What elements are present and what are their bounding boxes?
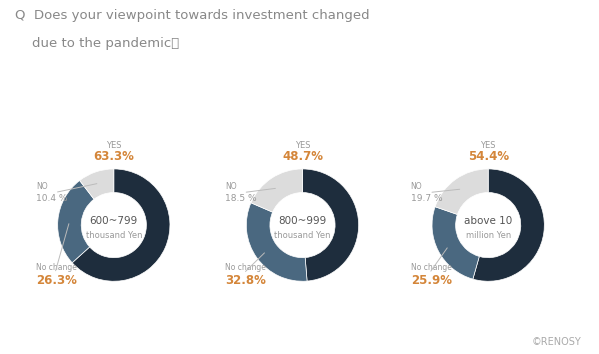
Text: 32.8%: 32.8% bbox=[225, 274, 266, 287]
Text: YES: YES bbox=[295, 141, 310, 150]
Text: 600~799: 600~799 bbox=[90, 216, 138, 225]
Text: No change: No change bbox=[37, 263, 77, 272]
Text: NO: NO bbox=[37, 182, 48, 192]
Text: 25.9%: 25.9% bbox=[411, 274, 452, 287]
Text: 19.7 %: 19.7 % bbox=[411, 194, 442, 202]
Text: Q  Does your viewpoint towards investment changed: Q Does your viewpoint towards investment… bbox=[15, 9, 370, 22]
Text: No change: No change bbox=[225, 263, 266, 272]
Text: thousand Yen: thousand Yen bbox=[86, 231, 142, 240]
Wedge shape bbox=[246, 203, 307, 281]
Wedge shape bbox=[432, 207, 479, 279]
Text: 18.5 %: 18.5 % bbox=[225, 194, 256, 202]
Wedge shape bbox=[251, 169, 302, 212]
Text: NO: NO bbox=[225, 182, 237, 192]
Text: No change: No change bbox=[411, 263, 452, 272]
Text: above 10: above 10 bbox=[464, 216, 512, 225]
Text: 800~999: 800~999 bbox=[279, 216, 326, 225]
Text: 48.7%: 48.7% bbox=[282, 150, 323, 163]
Wedge shape bbox=[435, 169, 488, 215]
Text: 10.4 %: 10.4 % bbox=[37, 194, 68, 202]
Text: thousand Yen: thousand Yen bbox=[274, 231, 331, 240]
Text: 63.3%: 63.3% bbox=[93, 150, 134, 163]
Text: million Yen: million Yen bbox=[465, 231, 511, 240]
Text: ©RENOSY: ©RENOSY bbox=[531, 337, 581, 347]
Text: NO: NO bbox=[411, 182, 422, 192]
Text: due to the pandemic？: due to the pandemic？ bbox=[15, 37, 179, 50]
Text: YES: YES bbox=[106, 141, 122, 150]
Wedge shape bbox=[302, 169, 359, 281]
Wedge shape bbox=[58, 181, 94, 263]
Wedge shape bbox=[80, 169, 114, 199]
Wedge shape bbox=[473, 169, 544, 281]
Wedge shape bbox=[72, 169, 170, 281]
Text: YES: YES bbox=[480, 141, 496, 150]
Text: 26.3%: 26.3% bbox=[37, 274, 77, 287]
Text: 54.4%: 54.4% bbox=[468, 150, 509, 163]
